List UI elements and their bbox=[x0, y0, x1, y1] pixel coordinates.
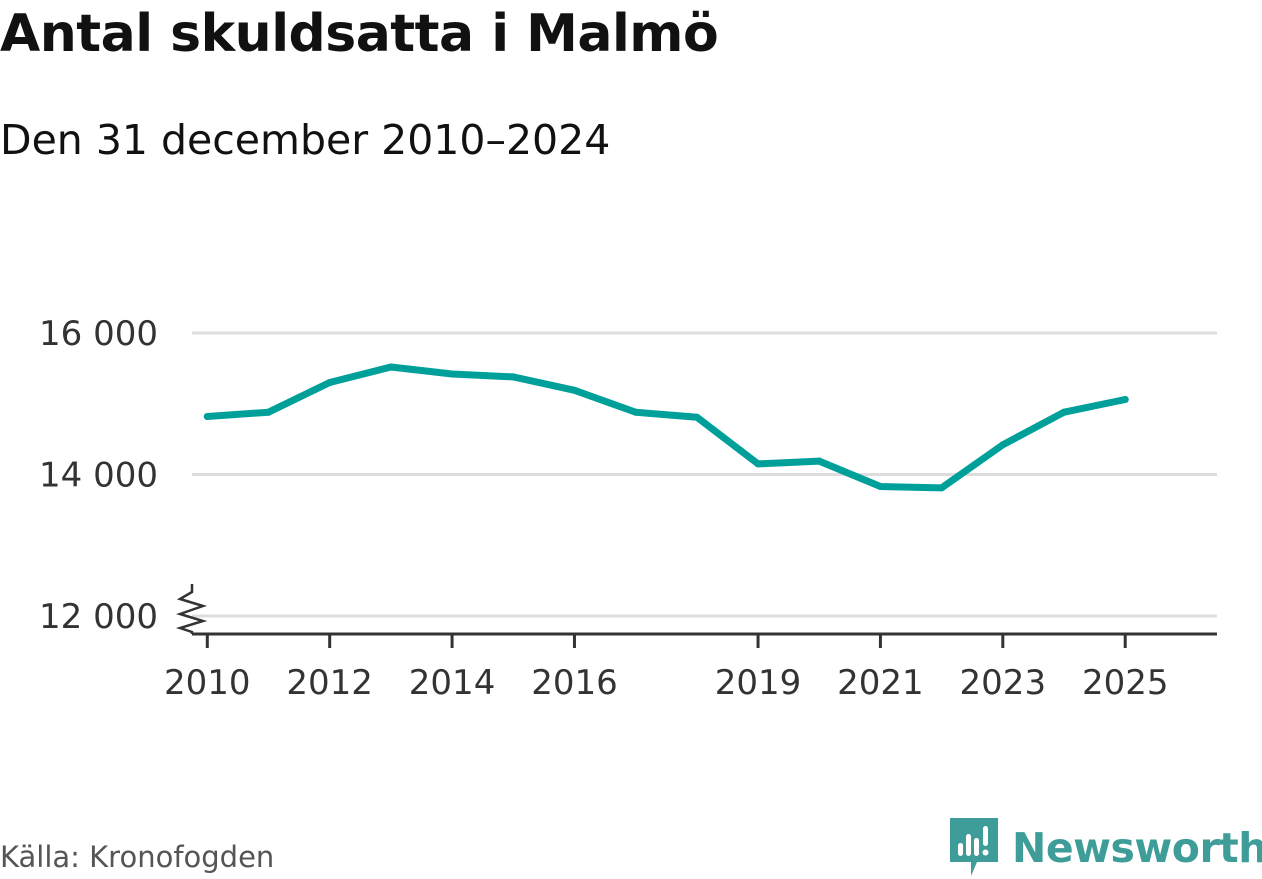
data-point bbox=[754, 460, 762, 468]
x-axis-ticks bbox=[205, 634, 1127, 648]
data-point bbox=[632, 408, 640, 416]
x-tick-label: 2019 bbox=[715, 663, 802, 703]
x-tick-label: 2014 bbox=[409, 663, 496, 703]
data-point bbox=[448, 370, 456, 378]
data-point bbox=[1121, 396, 1129, 404]
axis-break-symbol bbox=[175, 584, 208, 634]
data-point bbox=[509, 373, 517, 381]
x-tick-label: 2023 bbox=[960, 663, 1047, 703]
brand-logo: Newsworthy bbox=[950, 818, 1262, 878]
data-point bbox=[570, 386, 578, 394]
source-note: Källa: Kronofogden bbox=[0, 840, 275, 874]
series-line bbox=[203, 363, 1129, 492]
chart-title: Antal skuldsatta i Malmö bbox=[0, 4, 719, 64]
data-point bbox=[693, 413, 701, 421]
data-point bbox=[387, 363, 395, 371]
x-tick-label: 2025 bbox=[1082, 663, 1169, 703]
y-tick-label: 14 000 bbox=[39, 456, 158, 496]
data-point bbox=[938, 484, 946, 492]
y-tick-label: 16 000 bbox=[39, 314, 158, 354]
newsworthy-logo-icon bbox=[950, 818, 998, 876]
y-tick-label: 12 000 bbox=[39, 597, 158, 637]
x-tick-label: 2010 bbox=[164, 663, 251, 703]
data-point bbox=[999, 441, 1007, 449]
x-tick-label: 2012 bbox=[286, 663, 373, 703]
x-tick-label: 2021 bbox=[837, 663, 924, 703]
x-tick-label: 2016 bbox=[531, 663, 618, 703]
data-point bbox=[876, 483, 884, 491]
chart-subtitle: Den 31 december 2010–2024 bbox=[0, 116, 611, 164]
gridlines bbox=[192, 331, 1217, 618]
series-points bbox=[203, 363, 1129, 492]
data-point bbox=[815, 457, 823, 465]
data-point bbox=[1060, 408, 1068, 416]
data-point bbox=[264, 408, 272, 416]
brand-name: Newsworthy bbox=[1012, 824, 1262, 872]
x-axis-labels: 2010 2012 2014 2016 2019 2021 2023 2025 bbox=[164, 663, 1168, 703]
data-point bbox=[326, 379, 334, 387]
y-axis-labels: 12 000 14 000 16 000 bbox=[39, 314, 158, 637]
data-point bbox=[203, 412, 211, 420]
